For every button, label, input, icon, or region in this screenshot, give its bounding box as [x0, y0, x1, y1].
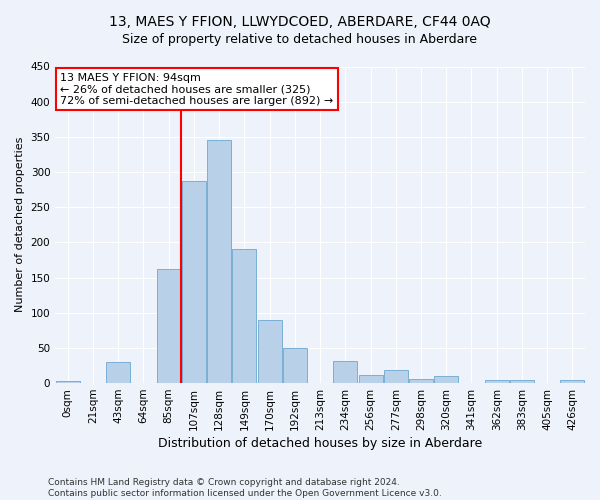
- Bar: [485, 380, 509, 383]
- Bar: [359, 374, 383, 383]
- Text: 13, MAES Y FFION, LLWYDCOED, ABERDARE, CF44 0AQ: 13, MAES Y FFION, LLWYDCOED, ABERDARE, C…: [109, 15, 491, 29]
- Bar: [384, 370, 408, 383]
- Bar: [434, 376, 458, 383]
- Bar: [157, 269, 181, 383]
- Bar: [257, 320, 281, 383]
- Bar: [510, 380, 534, 383]
- Text: Size of property relative to detached houses in Aberdare: Size of property relative to detached ho…: [122, 32, 478, 46]
- Text: 13 MAES Y FFION: 94sqm
← 26% of detached houses are smaller (325)
72% of semi-de: 13 MAES Y FFION: 94sqm ← 26% of detached…: [61, 73, 334, 106]
- Bar: [409, 379, 433, 383]
- Bar: [560, 380, 584, 383]
- Bar: [334, 360, 357, 383]
- Text: Contains HM Land Registry data © Crown copyright and database right 2024.
Contai: Contains HM Land Registry data © Crown c…: [48, 478, 442, 498]
- X-axis label: Distribution of detached houses by size in Aberdare: Distribution of detached houses by size …: [158, 437, 482, 450]
- Bar: [207, 140, 231, 383]
- Bar: [106, 362, 130, 383]
- Bar: [283, 348, 307, 383]
- Y-axis label: Number of detached properties: Number of detached properties: [15, 137, 25, 312]
- Bar: [56, 381, 80, 383]
- Bar: [232, 250, 256, 383]
- Bar: [182, 181, 206, 383]
